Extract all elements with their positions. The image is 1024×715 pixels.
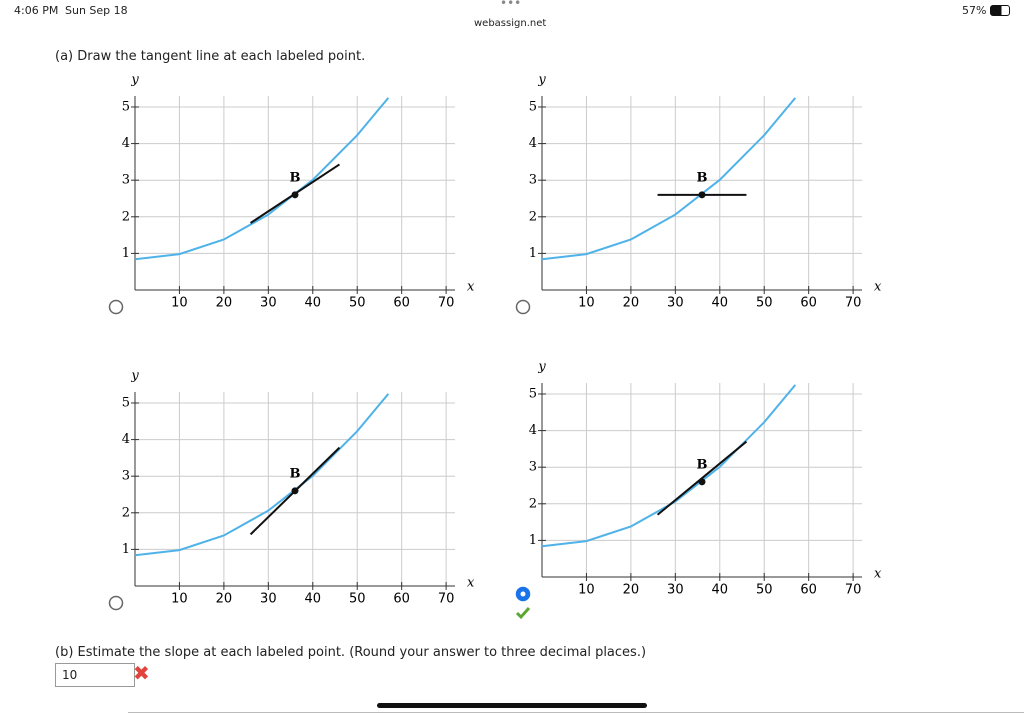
x-tick-label: 70 xyxy=(845,296,862,311)
curve xyxy=(541,384,797,548)
curve xyxy=(541,97,797,261)
point-label: B xyxy=(290,466,301,481)
y-tick-label: 5 xyxy=(122,395,130,410)
x-tick-label: 30 xyxy=(260,296,277,311)
y-tick-label: 1 xyxy=(122,542,130,557)
x-tick-label: 70 xyxy=(845,583,862,598)
y-tick-label: 1 xyxy=(122,246,130,261)
status-time: 4:06 PM xyxy=(14,4,59,17)
x-tick-label: 50 xyxy=(756,296,773,311)
y-tick-label: 2 xyxy=(122,209,130,224)
curve xyxy=(134,393,390,557)
y-tick-label: 3 xyxy=(529,460,537,475)
x-axis-label: x xyxy=(467,280,475,295)
radio-button[interactable] xyxy=(515,299,531,315)
point xyxy=(698,191,706,199)
y-tick-label: 4 xyxy=(529,423,537,438)
part-b-prompt: (b) Estimate the slope at each labeled p… xyxy=(55,645,647,660)
part-a-prompt: (a) Draw the tangent line at each labele… xyxy=(55,49,366,64)
y-tick-label: 3 xyxy=(529,173,537,188)
x-tick-label: 10 xyxy=(578,583,595,598)
battery-text: 57% xyxy=(962,4,987,17)
point xyxy=(291,191,299,199)
battery-icon xyxy=(990,5,1010,16)
radio-dot xyxy=(520,591,526,597)
y-tick-label: 4 xyxy=(122,432,130,447)
y-axis-label: y xyxy=(537,360,546,375)
correct-check xyxy=(515,607,531,620)
x-tick-label: 60 xyxy=(800,296,817,311)
point xyxy=(698,478,706,486)
x-tick-label: 20 xyxy=(216,592,233,607)
x-tick-label: 60 xyxy=(800,583,817,598)
x-tick-label: 60 xyxy=(393,592,410,607)
x-tick-label: 60 xyxy=(393,296,410,311)
x-tick-label: 30 xyxy=(667,296,684,311)
point xyxy=(291,487,299,495)
tangent-line xyxy=(656,440,748,516)
x-tick-label: 20 xyxy=(623,296,640,311)
x-tick-label: 40 xyxy=(305,296,322,311)
y-tick-label: 1 xyxy=(529,533,537,548)
point-label: B xyxy=(290,170,301,185)
url: webassign.net xyxy=(474,18,547,29)
x-tick-label: 20 xyxy=(216,296,233,311)
answer-input[interactable]: 10 xyxy=(55,663,135,687)
y-tick-label: 4 xyxy=(122,136,130,151)
y-axis-label: y xyxy=(130,369,139,384)
y-tick-label: 2 xyxy=(529,496,537,511)
x-tick-label: 30 xyxy=(260,592,277,607)
x-tick-label: 50 xyxy=(349,296,366,311)
x-tick-label: 20 xyxy=(623,583,640,598)
radio-button[interactable] xyxy=(108,595,124,611)
x-tick-label: 10 xyxy=(578,296,595,311)
x-tick-label: 50 xyxy=(349,592,366,607)
y-axis-label: y xyxy=(130,73,139,88)
x-tick-label: 70 xyxy=(438,592,455,607)
status-date: Sun Sep 18 xyxy=(65,4,128,17)
y-tick-label: 2 xyxy=(122,505,130,520)
home-indicator xyxy=(377,703,647,708)
y-tick-label: 5 xyxy=(529,99,537,114)
x-tick-label: 40 xyxy=(712,296,729,311)
y-tick-label: 3 xyxy=(122,469,130,484)
x-axis-label: x xyxy=(874,280,882,295)
x-axis-label: x xyxy=(874,567,882,582)
y-tick-label: 4 xyxy=(529,136,537,151)
y-tick-label: 1 xyxy=(529,246,537,261)
y-tick-label: 3 xyxy=(122,173,130,188)
point-label: B xyxy=(697,457,708,472)
y-tick-label: 5 xyxy=(122,99,130,114)
x-tick-label: 30 xyxy=(667,583,684,598)
x-tick-label: 10 xyxy=(171,592,188,607)
tab-dots: ••• xyxy=(500,0,522,10)
y-axis-label: y xyxy=(537,73,546,88)
x-tick-label: 50 xyxy=(756,583,773,598)
x-tick-label: 40 xyxy=(305,592,322,607)
x-tick-label: 40 xyxy=(712,583,729,598)
divider xyxy=(128,712,1024,713)
x-tick-label: 10 xyxy=(171,296,188,311)
x-tick-label: 70 xyxy=(438,296,455,311)
y-tick-label: 5 xyxy=(529,386,537,401)
radio-button[interactable] xyxy=(108,299,124,315)
wrong-icon: ✖ xyxy=(133,661,150,685)
x-axis-label: x xyxy=(467,576,475,591)
curve xyxy=(134,97,390,261)
y-tick-label: 2 xyxy=(529,209,537,224)
point-label: B xyxy=(697,170,708,185)
